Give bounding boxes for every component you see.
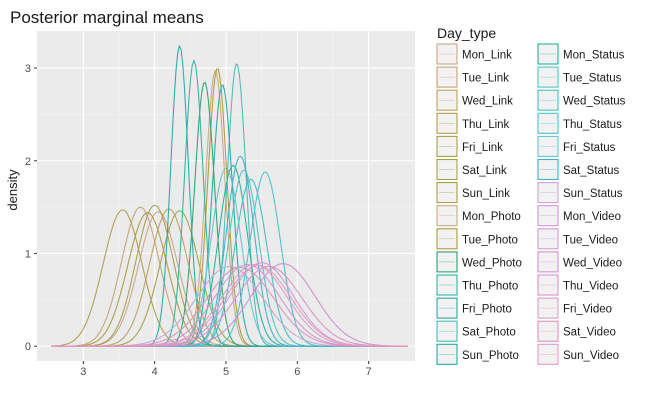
legend-label: Tue_Video (563, 234, 618, 246)
x-tick-label: 3 (80, 366, 86, 378)
legend-items: Mon_Link Tue_Link Wed_Link Thu_Link Fri_Link… (436, 43, 626, 365)
legend-label: Mon_Status (563, 50, 625, 62)
x-tick-label: 4 (152, 366, 158, 378)
chart-title: Posterior marginal means (10, 8, 204, 27)
legend-label: Sun_Video (563, 350, 619, 362)
legend-label: Wed_Photo (462, 257, 522, 269)
legend-item-tue-photo: Tue_Photo (436, 228, 518, 250)
x-axis-ticks: 3 4 5 6 7 (80, 361, 372, 378)
legend-label: Thu_Status (563, 119, 622, 131)
legend-label: Tue_Photo (462, 234, 518, 246)
legend-label: Sat_Video (563, 327, 616, 339)
legend-item-wed-link: Wed_Link (436, 89, 513, 111)
legend-label: Thu_Video (563, 281, 618, 293)
legend-label: Fri_Video (563, 304, 612, 316)
legend-item-sun-photo: Sun_Photo (436, 343, 519, 365)
legend-item-tue-link: Tue_Link (436, 66, 509, 88)
legend-label: Tue_Status (563, 73, 622, 85)
legend-item-thu-photo: Thu_Photo (436, 274, 518, 296)
legend-item-wed-video: Wed_Video (537, 251, 622, 273)
legend-item-sun-status: Sun_Status (537, 182, 623, 204)
y-axis-label: density (5, 169, 20, 211)
legend-item-fri-video: Fri_Video (537, 297, 612, 319)
y-tick-label: 3 (25, 63, 31, 75)
legend-label: Sun_Photo (462, 350, 519, 362)
y-axis-ticks: 0 1 2 3 (25, 63, 37, 353)
legend-label: Fri_Link (462, 142, 503, 154)
legend-label: Wed_Link (462, 96, 513, 108)
legend-label: Wed_Status (563, 96, 626, 108)
legend-item-fri-status: Fri_Status (537, 135, 616, 157)
x-tick-label: 5 (223, 366, 229, 378)
legend-item-wed-photo: Wed_Photo (436, 251, 522, 273)
legend-label: Mon_Link (462, 50, 512, 62)
legend-item-tue-status: Tue_Status (537, 66, 622, 88)
legend-item-thu-link: Thu_Link (436, 112, 510, 134)
legend-label: Sun_Status (563, 188, 623, 200)
density-curve-sun-video (51, 264, 408, 347)
legend: Day_type Mon_Link Tue_Link Wed_Link Thu_Lin… (436, 25, 626, 365)
legend-item-sat-status: Sat_Status (537, 158, 620, 181)
legend-label: Mon_Video (563, 211, 621, 223)
legend-item-sat-photo: Sat_Photo (436, 320, 516, 342)
legend-label: Mon_Photo (462, 211, 521, 223)
legend-label: Sat_Photo (462, 327, 516, 339)
legend-label: Fri_Status (563, 142, 616, 154)
legend-title: Day_type (437, 25, 496, 41)
legend-item-sat-video: Sat_Video (537, 320, 616, 342)
legend-label: Thu_Link (462, 119, 510, 131)
legend-item-sun-link: Sun_Link (436, 182, 510, 204)
x-tick-label: 7 (366, 366, 372, 378)
y-tick-label: 1 (25, 248, 31, 260)
legend-item-mon-link: Mon_Link (436, 43, 512, 65)
y-tick-label: 2 (25, 156, 31, 168)
legend-item-sat-link: Sat_Link (436, 158, 507, 181)
legend-item-fri-photo: Fri_Photo (436, 297, 512, 319)
legend-item-wed-status: Wed_Status (537, 89, 626, 111)
legend-label: Sun_Link (462, 188, 510, 200)
legend-item-sun-video: Sun_Video (537, 343, 619, 365)
legend-label: Thu_Photo (462, 281, 518, 293)
legend-item-mon-status: Mon_Status (537, 43, 625, 65)
legend-label: Tue_Link (462, 73, 509, 85)
legend-label: Sat_Status (563, 165, 620, 177)
legend-item-tue-video: Tue_Video (537, 228, 618, 250)
legend-item-thu-video: Thu_Video (537, 274, 618, 296)
density-curves (51, 44, 408, 347)
y-tick-label: 0 (25, 341, 31, 353)
legend-item-mon-video: Mon_Video (537, 205, 621, 227)
legend-label: Sat_Link (462, 165, 507, 177)
legend-label: Wed_Video (563, 257, 622, 269)
legend-item-fri-link: Fri_Link (436, 135, 503, 157)
x-tick-label: 6 (294, 366, 300, 378)
legend-item-thu-status: Thu_Status (537, 112, 622, 134)
legend-item-mon-photo: Mon_Photo (436, 205, 521, 227)
legend-label: Fri_Photo (462, 304, 512, 316)
